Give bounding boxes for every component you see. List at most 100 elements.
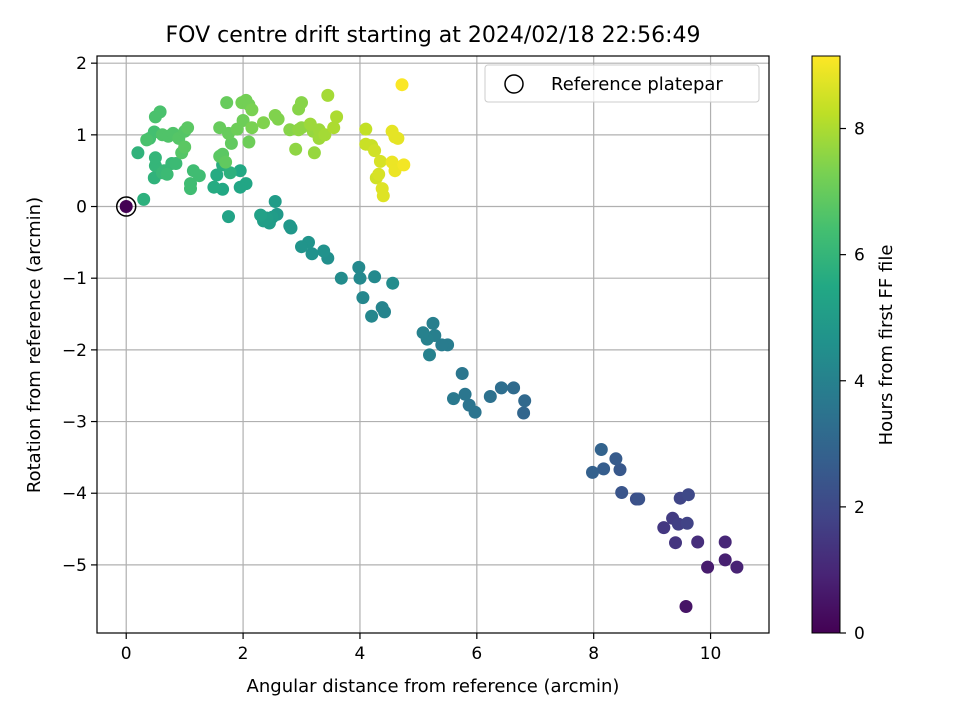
scatter-point xyxy=(307,146,321,160)
scatter-point xyxy=(632,492,646,506)
scatter-point xyxy=(426,316,440,330)
colorbar-tick-label: 6 xyxy=(854,246,865,266)
scatter-point xyxy=(160,167,174,181)
scatter-point xyxy=(318,128,332,142)
scatter-point xyxy=(386,276,400,290)
scatter-point xyxy=(321,88,335,102)
y-tick-label: 2 xyxy=(76,54,87,74)
scatter-point xyxy=(222,210,235,224)
scatter-point xyxy=(657,521,671,535)
scatter-point xyxy=(271,112,285,126)
colorbar-gradient xyxy=(811,55,841,634)
legend-marker-reference xyxy=(504,74,524,94)
x-tick-label: 8 xyxy=(588,644,599,664)
scatter-point xyxy=(220,96,234,110)
scatter-point xyxy=(289,142,303,156)
scatter-point xyxy=(691,535,705,549)
scatter-point xyxy=(494,381,508,395)
x-axis-label: Angular distance from reference (arcmin) xyxy=(247,676,620,697)
scatter-point xyxy=(455,367,469,380)
plot-area: 0 2 4 6 8 10 −5 −4 −3 −2 −1 0 1 2 xyxy=(62,54,770,664)
scatter-point xyxy=(181,121,195,135)
x-tick-label: 4 xyxy=(355,644,366,664)
scatter-point xyxy=(352,260,366,274)
scatter-point xyxy=(609,452,623,466)
scatter-point xyxy=(507,381,521,395)
scatter-point xyxy=(305,247,319,261)
colorbar-label: Hours from first FF file xyxy=(876,245,897,446)
scatter-point xyxy=(210,168,224,182)
scatter-point xyxy=(137,192,151,206)
scatter-point xyxy=(368,270,382,284)
scatter-point xyxy=(233,164,247,178)
legend-label-reference: Reference platepar xyxy=(551,74,723,95)
scatter-point xyxy=(334,271,348,285)
scatter-point xyxy=(365,309,379,323)
scatter-point xyxy=(679,600,693,613)
scatter-point xyxy=(375,301,389,315)
scatter-point xyxy=(435,338,449,352)
scatter-point xyxy=(397,158,411,172)
y-tick-label: 0 xyxy=(76,198,87,218)
chart-title: FOV centre drift starting at 2024/02/18 … xyxy=(166,23,701,48)
x-tick-label: 6 xyxy=(471,644,482,664)
scatter-point xyxy=(416,326,430,340)
colorbar-tick-label: 8 xyxy=(854,120,865,140)
scatter-point xyxy=(317,244,331,258)
y-tick-label: −2 xyxy=(62,341,87,361)
x-tick-label: 10 xyxy=(700,644,722,664)
scatter-point xyxy=(245,121,259,135)
scatter-point xyxy=(615,486,629,499)
y-tick-label: 1 xyxy=(76,126,87,146)
scatter-point xyxy=(213,121,227,135)
legend-box xyxy=(484,64,760,103)
scatter-point xyxy=(148,151,162,165)
y-tick-label: −5 xyxy=(62,556,87,576)
scatter-point xyxy=(373,154,387,168)
scatter-point xyxy=(236,114,250,127)
scatter-point xyxy=(669,536,682,550)
y-tick-label: −1 xyxy=(62,269,87,289)
colorbar-tick-label: 0 xyxy=(854,624,865,644)
scatter-point xyxy=(376,189,390,203)
scatter-point xyxy=(353,271,367,285)
scatter-point xyxy=(423,348,436,362)
scatter-point xyxy=(395,78,409,92)
x-tick-label: 2 xyxy=(238,644,249,664)
scatter-point xyxy=(356,291,370,305)
plot-border xyxy=(96,55,770,634)
scatter-point xyxy=(207,180,221,194)
scatter-point xyxy=(586,465,599,479)
scatter-point xyxy=(372,167,386,181)
scatter-point xyxy=(119,200,133,213)
plot-frame xyxy=(97,56,769,633)
scatter-point xyxy=(242,135,256,149)
scatter-point xyxy=(681,488,695,502)
scatter-point xyxy=(169,157,183,170)
scatter-point xyxy=(718,553,732,567)
colorbar-tick-label: 4 xyxy=(854,372,865,392)
colorbar-tick-label: 2 xyxy=(854,498,865,518)
scatter-point xyxy=(368,144,382,158)
reference-platepar-marker xyxy=(115,196,137,217)
scatter-point xyxy=(254,208,268,222)
scatter-point xyxy=(245,103,259,117)
scatter-point xyxy=(219,155,233,169)
scatter-point xyxy=(730,560,744,574)
scatter-point xyxy=(701,560,715,574)
legend: Reference platepar xyxy=(484,64,760,103)
y-axis-label: Rotation from reference (arcmin) xyxy=(24,197,45,493)
scatter-point xyxy=(224,136,238,150)
scatter-point xyxy=(178,140,192,154)
scatter-point xyxy=(140,133,154,147)
scatter-point xyxy=(268,195,282,208)
scatter-point xyxy=(153,105,167,119)
x-tick-label: 0 xyxy=(121,644,132,664)
scatter-point xyxy=(186,164,200,178)
scatter-point xyxy=(184,177,197,191)
scatter-point xyxy=(447,392,460,406)
scatter-point xyxy=(517,406,531,420)
scatter-point xyxy=(462,398,476,412)
